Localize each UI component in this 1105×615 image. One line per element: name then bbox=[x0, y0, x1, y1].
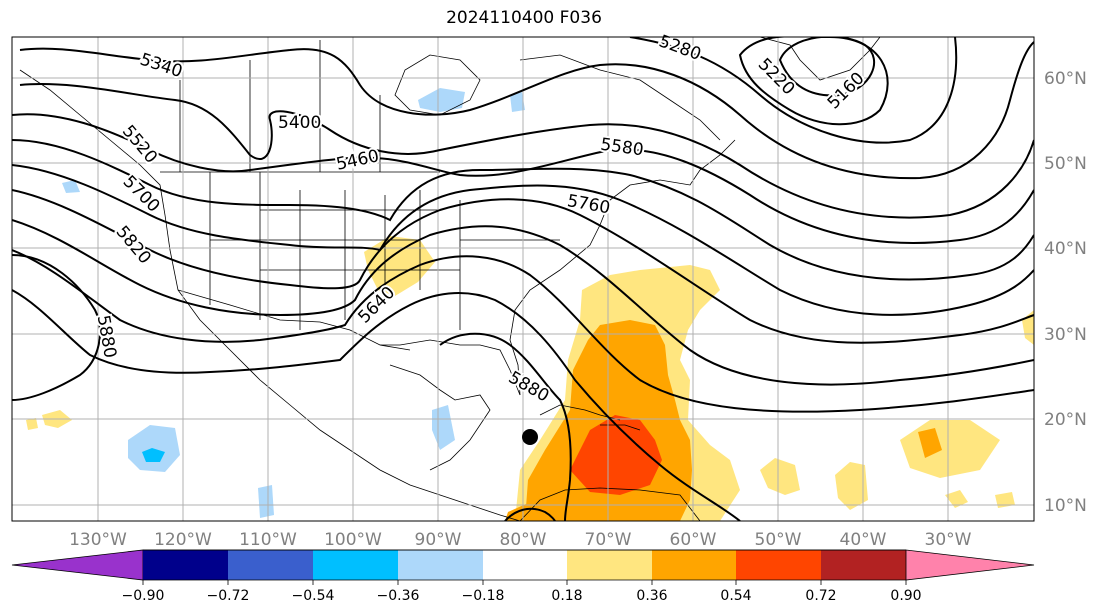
contour-label: 5580 bbox=[599, 135, 645, 161]
hudson-bay bbox=[394, 54, 481, 116]
lat-label: 50°N bbox=[1044, 154, 1087, 174]
negative-anomaly-southwest bbox=[258, 485, 274, 518]
contour-label: 5460 bbox=[334, 146, 380, 175]
contour-5880-pacific bbox=[12, 254, 101, 401]
colorbar: −0.90 −0.72 −0.54 −0.36 −0.18 0.18 0.36 … bbox=[11, 549, 1035, 604]
lon-label: 110°W bbox=[239, 530, 297, 550]
contour-5880-caribbean bbox=[439, 332, 572, 521]
colorbar-segment bbox=[228, 550, 313, 580]
positive-anomaly-atlantic-4 bbox=[945, 490, 968, 508]
colorbar-tick: −0.72 bbox=[207, 588, 250, 604]
colorbar-segment bbox=[567, 550, 652, 580]
contour-label: 5820 bbox=[112, 222, 155, 268]
contour-label: 5520 bbox=[118, 121, 161, 167]
negative-anomaly-hudson bbox=[418, 88, 465, 112]
colorbar-tick: −0.36 bbox=[377, 588, 420, 604]
storm-center-marker bbox=[522, 429, 538, 445]
lat-label: 40°N bbox=[1044, 239, 1087, 259]
contour-5400 bbox=[19, 83, 1034, 219]
anomaly-shading bbox=[26, 88, 1034, 521]
lon-label: 130°W bbox=[69, 530, 127, 550]
colorbar-extend-right bbox=[905, 549, 1035, 581]
colorbar-extend-left bbox=[11, 549, 144, 581]
contour-5340 bbox=[19, 41, 1034, 180]
colorbar-segment bbox=[398, 550, 483, 580]
contour-label: 5880 bbox=[505, 368, 552, 407]
lon-label: 100°W bbox=[324, 530, 382, 550]
lon-label: 60°W bbox=[670, 530, 717, 550]
contour-5520 bbox=[12, 139, 1034, 281]
contour-label: 5280 bbox=[656, 31, 703, 65]
lon-label: 90°W bbox=[415, 530, 462, 550]
colorbar-tick: −0.54 bbox=[292, 588, 335, 604]
colorbar-tick: −0.18 bbox=[462, 588, 505, 604]
positive-anomaly-atlantic-2 bbox=[835, 462, 868, 510]
colorbar-tick: 0.72 bbox=[805, 588, 836, 604]
graticule bbox=[12, 37, 1034, 521]
lat-label: 60°N bbox=[1044, 69, 1087, 89]
colorbar-tick: 0.54 bbox=[720, 588, 751, 604]
labrador bbox=[519, 54, 721, 141]
map-title: 2024110400 F036 bbox=[446, 8, 602, 28]
positive-anomaly-atlantic-5 bbox=[995, 492, 1015, 508]
lat-label: 10°N bbox=[1044, 496, 1087, 516]
negative-anomaly-pacific bbox=[128, 425, 180, 472]
negative-anomaly-gulf bbox=[432, 405, 455, 450]
positive-anomaly-texas bbox=[364, 236, 435, 296]
latitude-labels: 60°N 50°N 40°N 30°N 20°N 10°N bbox=[1044, 69, 1087, 516]
contour-5700 bbox=[12, 219, 1034, 386]
contour-5580 bbox=[12, 164, 1034, 316]
canada-provinces bbox=[179, 40, 381, 172]
contour-5280 bbox=[629, 37, 958, 144]
positive-anomaly-pacific-2 bbox=[26, 418, 38, 430]
contour-label: 5340 bbox=[138, 50, 185, 82]
colorbar-tick: 0.18 bbox=[551, 588, 582, 604]
positive-anomaly-atlantic-1 bbox=[900, 420, 1000, 478]
lon-label: 40°W bbox=[840, 530, 887, 550]
positive-anomaly-atlantic-3 bbox=[760, 458, 800, 495]
colorbar-segment bbox=[736, 550, 821, 580]
colorbar-segment bbox=[313, 550, 398, 580]
height-contours bbox=[12, 37, 1034, 521]
contour-label: 5220 bbox=[754, 55, 799, 100]
lat-label: 30°N bbox=[1044, 325, 1087, 345]
south-america-coast bbox=[519, 487, 701, 521]
negative-anomaly-pacific-core bbox=[142, 448, 165, 462]
contour-5460 bbox=[12, 113, 1034, 244]
lon-label: 120°W bbox=[154, 530, 212, 550]
lon-label: 70°W bbox=[585, 530, 632, 550]
contour-5220 bbox=[738, 37, 889, 126]
lon-label: 50°W bbox=[755, 530, 802, 550]
contour-5880-south bbox=[504, 507, 556, 521]
colorbar-segment bbox=[483, 550, 567, 580]
negative-anomaly-labrador bbox=[510, 92, 525, 112]
colorbar-segment bbox=[821, 550, 906, 580]
contour-label: 5400 bbox=[278, 113, 321, 133]
north-america-west-coast bbox=[19, 69, 521, 521]
colorbar-segment bbox=[652, 550, 736, 580]
colorbar-tick: 0.90 bbox=[890, 588, 921, 604]
contour-5160 bbox=[778, 37, 876, 97]
map-frame bbox=[11, 36, 1035, 522]
colorbar-tick: −0.90 bbox=[122, 588, 165, 604]
lon-label: 80°W bbox=[500, 530, 547, 550]
positive-anomaly-strong bbox=[570, 415, 662, 495]
negative-anomaly-bc bbox=[62, 180, 80, 193]
longitude-labels: 130°W 120°W 110°W 100°W 90°W 80°W 70°W 6… bbox=[69, 530, 972, 550]
lon-label: 30°W bbox=[925, 530, 972, 550]
contour-label: 5160 bbox=[824, 69, 869, 114]
colorbar-tick: 0.36 bbox=[636, 588, 667, 604]
positive-anomaly-atlantic-1b bbox=[918, 428, 942, 458]
gulf-coast bbox=[380, 339, 521, 396]
contour-5820 bbox=[12, 289, 741, 521]
colorbar-segment bbox=[143, 550, 228, 580]
yucatan bbox=[389, 364, 491, 471]
contour-5640 bbox=[12, 189, 1034, 344]
lat-label: 20°N bbox=[1044, 410, 1087, 430]
contour-5760 bbox=[12, 249, 1034, 413]
